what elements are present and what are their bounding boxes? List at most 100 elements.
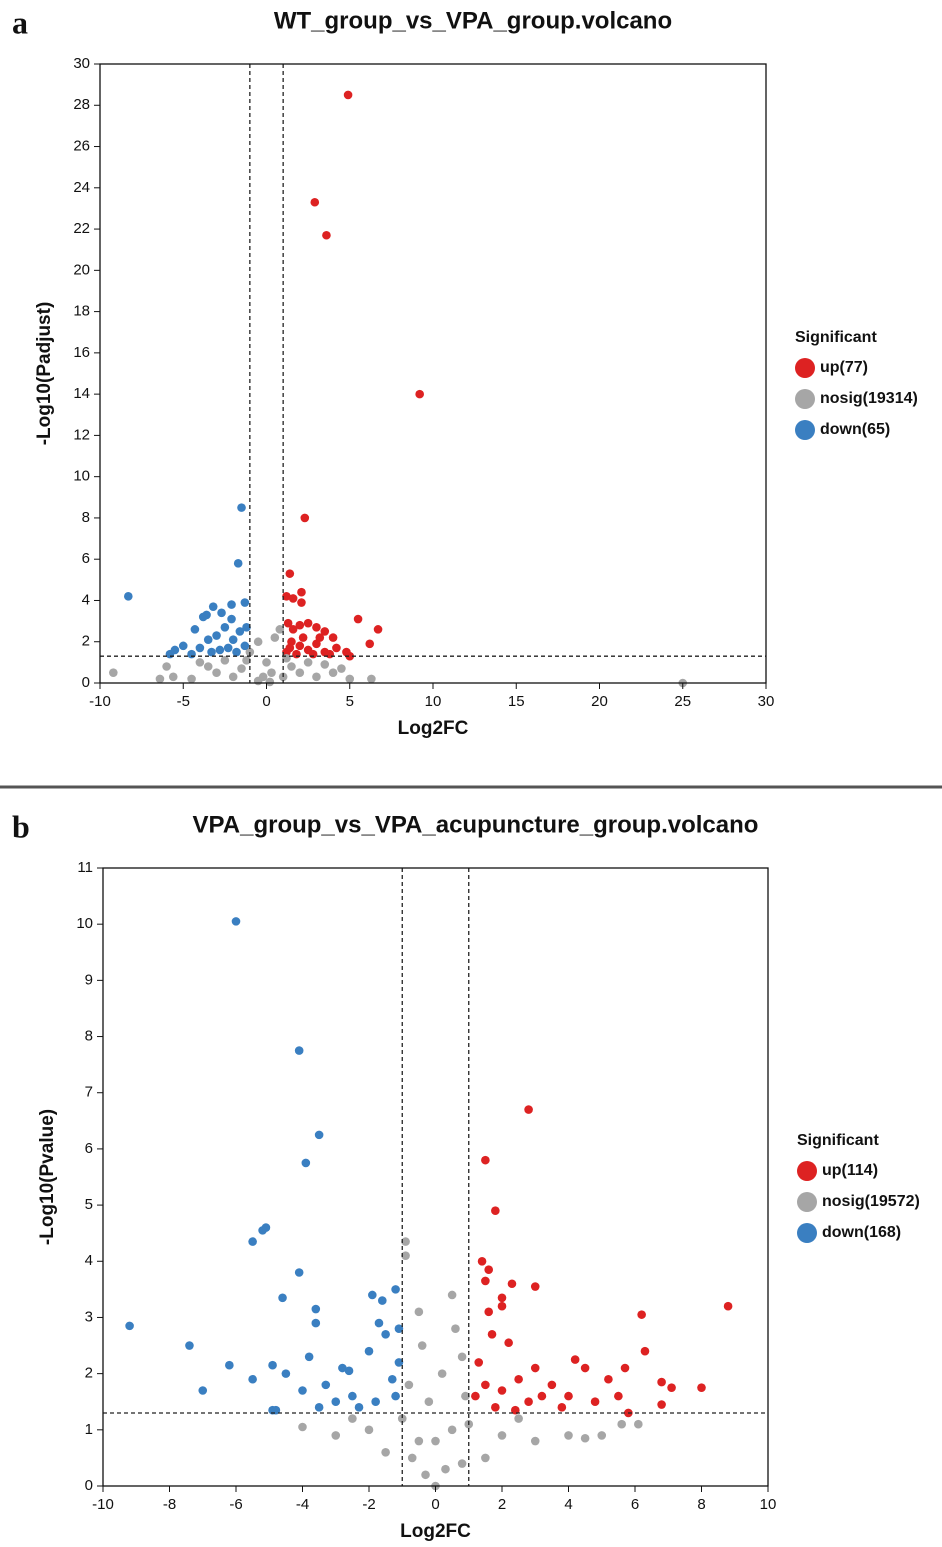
point [325, 649, 335, 659]
x-tick-label: 10 [425, 693, 442, 710]
point [295, 620, 305, 630]
point [314, 1403, 324, 1412]
point [275, 625, 285, 634]
legend-swatch [797, 1192, 817, 1212]
point [332, 643, 341, 653]
point [381, 1330, 390, 1339]
point [564, 1391, 573, 1401]
point [223, 643, 233, 653]
point [228, 672, 238, 682]
point [253, 637, 263, 647]
point [373, 625, 383, 634]
point [187, 674, 196, 684]
point [208, 602, 218, 611]
point [168, 672, 178, 682]
point [343, 90, 353, 100]
point [514, 1414, 523, 1423]
legend-label: nosig(19572) [822, 1193, 920, 1210]
y-tick-label: 1 [85, 1421, 93, 1438]
point [497, 1431, 507, 1440]
y-tick-label: 9 [85, 971, 93, 988]
point [303, 658, 313, 667]
point [640, 1346, 650, 1356]
point [237, 664, 246, 673]
point [215, 645, 225, 655]
point [268, 1360, 277, 1370]
point [461, 1391, 470, 1401]
x-tick-label: -5 [177, 693, 190, 710]
point [207, 647, 216, 657]
point [231, 917, 241, 926]
point [634, 1419, 643, 1429]
point [248, 1237, 257, 1246]
y-tick-label: 11 [77, 859, 93, 876]
point [337, 664, 346, 673]
point [124, 592, 133, 601]
point [300, 513, 310, 523]
x-tick-label: 8 [697, 1496, 705, 1513]
point [328, 633, 338, 642]
point [394, 1324, 404, 1333]
y-tick-label: 12 [73, 426, 90, 443]
point [547, 1380, 557, 1390]
point [471, 1391, 480, 1401]
x-tick-label: -2 [362, 1496, 375, 1513]
y-tick-label: 10 [76, 915, 93, 932]
point [481, 1380, 490, 1390]
legend-label: up(114) [822, 1162, 878, 1179]
point [109, 668, 118, 677]
panel-label: a [12, 4, 28, 40]
point [431, 1436, 440, 1446]
point [404, 1380, 414, 1390]
point [564, 1431, 573, 1440]
y-tick-label: 22 [73, 220, 90, 237]
point [345, 674, 355, 684]
point [365, 639, 375, 649]
point [195, 643, 205, 653]
y-axis-label: -Log10(Pvalue) [37, 1109, 58, 1245]
legend-swatch [797, 1223, 817, 1243]
y-tick-label: 16 [73, 344, 90, 361]
point [297, 587, 306, 597]
point [657, 1377, 666, 1387]
point [614, 1391, 623, 1401]
point [240, 641, 250, 651]
point [310, 197, 320, 207]
point [295, 641, 305, 651]
point [491, 1403, 500, 1412]
chart-title: WT_group_vs_VPA_group.volcano [274, 7, 672, 34]
legend-swatch [795, 420, 815, 440]
point [397, 1414, 407, 1423]
point [364, 1425, 374, 1435]
point [481, 1155, 490, 1165]
point [530, 1282, 540, 1291]
point [282, 592, 291, 601]
point [248, 1374, 257, 1384]
point [401, 1251, 410, 1260]
point [155, 674, 165, 684]
x-tick-label: 20 [591, 693, 608, 710]
point [165, 649, 175, 659]
legend-swatch [795, 389, 815, 409]
y-tick-label: 7 [85, 1084, 93, 1101]
legend-label: up(77) [820, 359, 868, 376]
point [530, 1436, 540, 1446]
point [447, 1425, 457, 1435]
point [262, 658, 271, 667]
point [477, 1256, 487, 1266]
y-tick-label: 8 [85, 1028, 93, 1045]
point [474, 1358, 484, 1367]
point [597, 1431, 607, 1440]
point [303, 618, 313, 628]
point [424, 1397, 434, 1407]
point [657, 1400, 666, 1409]
point [481, 1276, 490, 1286]
y-tick-label: 14 [73, 385, 90, 402]
point [301, 1158, 311, 1168]
point [308, 649, 318, 659]
point [294, 1046, 304, 1055]
point [267, 668, 276, 677]
point [217, 608, 226, 618]
point [320, 627, 330, 636]
